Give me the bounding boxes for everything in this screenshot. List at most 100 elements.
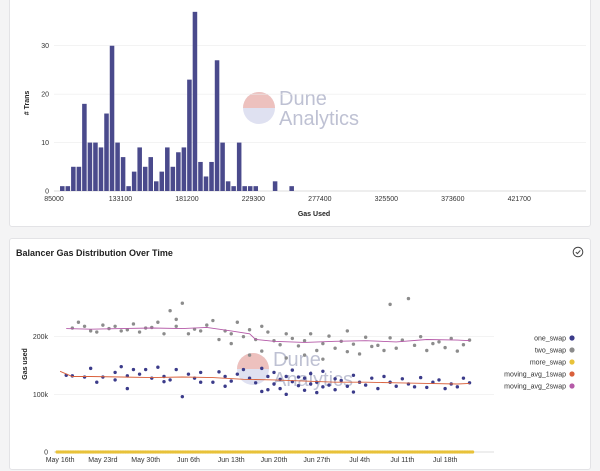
x-tick-label: Jul 4th [349, 457, 370, 464]
two_swap-point [315, 348, 319, 353]
histogram-bar [272, 181, 278, 191]
legend-swatch[interactable] [569, 371, 575, 377]
x-tick-label: 133100 [109, 196, 132, 203]
histogram-bar [109, 45, 115, 191]
x-tick-label: 277400 [308, 196, 331, 203]
one_swap-point [284, 392, 288, 397]
one_swap-point [333, 388, 337, 392]
histogram-bar [181, 147, 187, 191]
one_swap-point [327, 383, 331, 387]
two_swap-point [418, 334, 423, 339]
two_swap-point [217, 337, 221, 342]
one_swap-point [180, 394, 185, 399]
hist-x-axis-label: Gas Used [298, 211, 330, 218]
two_swap-point [229, 332, 233, 336]
one_swap-point [143, 367, 148, 372]
legend-swatch[interactable] [569, 359, 575, 365]
two_swap-point [82, 324, 87, 328]
two_swap-point [345, 349, 350, 354]
legend-label: two_swap [535, 348, 566, 355]
two_swap-point [443, 345, 447, 350]
one_swap-point [235, 372, 240, 376]
one_swap-point [137, 372, 142, 376]
two_swap-point [260, 349, 264, 353]
x-tick-label: May 23rd [88, 457, 117, 464]
watermark-line-1: Dune [273, 349, 321, 371]
x-tick-label: 373600 [441, 196, 464, 203]
two_swap-point [302, 339, 307, 343]
chart-legend: one_swap two_swap more_swap moving_avg_1swa… [504, 335, 575, 391]
histogram-bar [242, 186, 247, 191]
two_swap-point [431, 341, 435, 346]
x-tick-label: 421700 [508, 196, 531, 203]
histogram-bar [93, 142, 98, 191]
histogram-bar [71, 166, 76, 191]
two_swap-point [437, 340, 441, 344]
one_swap-point [437, 378, 441, 382]
legend-swatch[interactable] [569, 335, 575, 341]
histogram-bar [65, 186, 71, 191]
one_swap-point [131, 367, 136, 372]
one_swap-point [455, 385, 460, 389]
histogram-bar [236, 142, 242, 191]
histogram-bar [209, 161, 214, 191]
two_swap-point [88, 329, 93, 333]
two_swap-point [370, 344, 374, 349]
two_swap-point [308, 332, 313, 336]
legend-swatch[interactable] [569, 383, 575, 389]
more_swap-point [471, 450, 475, 454]
histogram-bar [142, 166, 148, 191]
two_swap-point [278, 343, 282, 347]
one_swap-point [229, 379, 233, 383]
one_swap-point [284, 374, 288, 379]
two_swap-point [235, 320, 240, 324]
watermark-line-2: Analytics [279, 108, 359, 130]
one_swap-point [308, 382, 313, 386]
one_swap-point [119, 364, 123, 369]
two_swap-point [247, 353, 252, 357]
histogram-bar [176, 152, 181, 191]
gas-histogram-card: # Trans Gas Used Dune Analytics 0 10 20 30 85… [9, 0, 591, 227]
chart-title: Balancer Gas Distribution Over Time [16, 248, 173, 258]
one_swap-point [351, 390, 356, 394]
two_swap-point [211, 318, 215, 323]
two_swap-point [394, 346, 398, 350]
one_swap-point [321, 385, 325, 389]
two_swap-point [156, 320, 160, 324]
one_swap-point [418, 375, 423, 380]
one_swap-point [333, 377, 337, 381]
two_swap-point [290, 336, 295, 341]
check-circle-icon[interactable] [572, 246, 584, 258]
histogram-bar [104, 113, 109, 191]
x-tick-label: May 30th [131, 457, 160, 464]
one_swap-point [278, 386, 282, 391]
two_swap-point [229, 341, 233, 346]
y-tick-label: 0 [45, 189, 49, 196]
one_swap-point [168, 378, 172, 382]
two_swap-point [461, 343, 466, 347]
two_swap-point [296, 344, 301, 348]
one_swap-point [296, 375, 301, 379]
x-tick-label: May 16th [46, 457, 75, 464]
two_swap-point [412, 343, 417, 348]
two_swap-point [180, 301, 185, 305]
x-tick-label: 229300 [242, 196, 265, 203]
one_swap-point [382, 374, 386, 379]
legend-swatch[interactable] [569, 347, 575, 353]
y-tick-label: 10 [41, 140, 49, 147]
histogram-bar [170, 166, 176, 191]
one_swap-point [174, 367, 178, 372]
two_swap-point [260, 324, 264, 328]
two_swap-point [321, 341, 325, 346]
histogram-bar [137, 147, 142, 191]
legend-label: moving_avg_2swap [504, 384, 566, 391]
one_swap-point [302, 376, 307, 380]
y-tick-label: 200k [33, 334, 49, 341]
two_swap-point [388, 302, 392, 307]
one_swap-point [351, 373, 356, 378]
one_swap-point [113, 378, 117, 382]
histogram-bar [289, 186, 294, 191]
hist-y-axis-label: # Trans [24, 91, 31, 116]
